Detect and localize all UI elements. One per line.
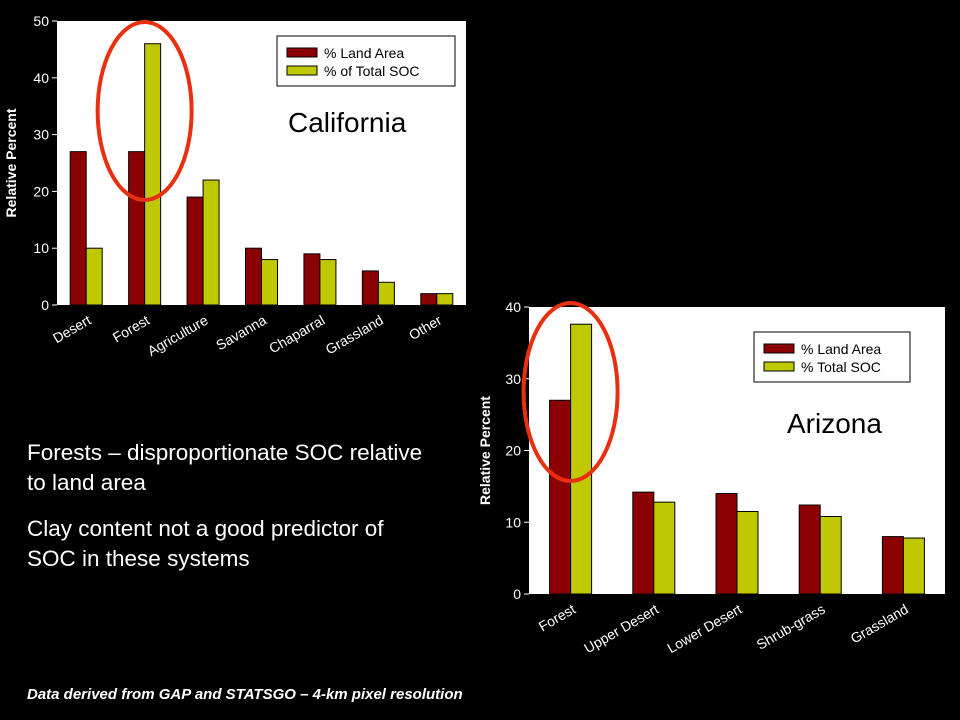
- y-tick-label: 40: [33, 70, 49, 86]
- bar-soc-upper-desert: [653, 501, 676, 595]
- legend-swatch: [763, 361, 795, 372]
- bar-soc-lower-desert: [736, 510, 759, 595]
- legend-box: [276, 35, 456, 87]
- bar-soc-savanna: [261, 259, 278, 306]
- y-tick-label: 10: [33, 240, 49, 256]
- bar-soc-agriculture: [202, 179, 220, 306]
- chart-title: California: [288, 107, 407, 138]
- data-source-footnote: Data derived from GAP and STATSGO – 4-km…: [27, 686, 463, 703]
- y-tick-label: 0: [513, 586, 521, 602]
- legend-swatch: [763, 343, 795, 354]
- y-axis-title: Relative Percent: [477, 396, 493, 505]
- highlight-ellipse: [95, 20, 194, 202]
- bullet-forests: Forests – disproportionate SOC relative …: [27, 440, 423, 495]
- bar-soc-desert: [85, 247, 103, 306]
- bar-soc-chaparral: [319, 259, 337, 306]
- bar-soc-forest: [570, 323, 593, 595]
- y-tick-label: 50: [33, 13, 49, 29]
- bar-soc-other: [436, 293, 454, 306]
- bar-land-area-desert: [69, 151, 87, 306]
- y-tick-label: 20: [505, 443, 521, 459]
- bar-soc-grassland: [902, 537, 925, 595]
- bar-land-area-lower-desert: [715, 493, 738, 595]
- bar-land-area-upper-desert: [632, 491, 655, 595]
- y-tick-label: 10: [505, 514, 521, 530]
- legend-box: [753, 331, 911, 383]
- y-axis-title: Relative Percent: [3, 108, 19, 217]
- x-tick-label: Lower Desert: [664, 601, 744, 657]
- chart-title: Arizona: [787, 408, 882, 439]
- highlight-ellipse: [521, 301, 620, 483]
- y-tick-label: 30: [505, 371, 521, 387]
- y-tick-label: 30: [33, 127, 49, 143]
- y-tick-label: 40: [505, 299, 521, 315]
- x-tick-label: Upper Desert: [581, 601, 661, 657]
- notes-text: Forests – disproportionate SOC relative …: [27, 438, 427, 590]
- bar-soc-shrub-grass: [819, 516, 842, 595]
- bar-land-area-forest: [549, 399, 572, 595]
- x-tick-label: Shrub-grass: [754, 601, 828, 653]
- bar-soc-grassland: [377, 281, 395, 306]
- legend-entry: % of Total SOC: [324, 63, 419, 79]
- legend-entry: % Land Area: [324, 45, 404, 61]
- bar-land-area-grassland: [881, 536, 904, 595]
- y-tick-label: 0: [41, 297, 49, 313]
- legend-entry: % Land Area: [801, 341, 881, 357]
- y-tick-label: 20: [33, 183, 49, 199]
- arizona-chart: 0 10 20 30 40 Relative Percent Forest Upper Des…: [477, 299, 945, 657]
- bar-land-area-shrub-grass: [798, 504, 821, 595]
- bullet-clay: Clay content not a good predictor of SOC…: [27, 516, 384, 571]
- x-tick-label: Grassland: [848, 601, 911, 647]
- legend-swatch: [286, 65, 318, 76]
- bar-soc-forest: [144, 43, 162, 306]
- legend-entry: % Total SOC: [801, 359, 881, 375]
- x-tick-label: Forest: [536, 601, 578, 635]
- legend-swatch: [286, 47, 318, 58]
